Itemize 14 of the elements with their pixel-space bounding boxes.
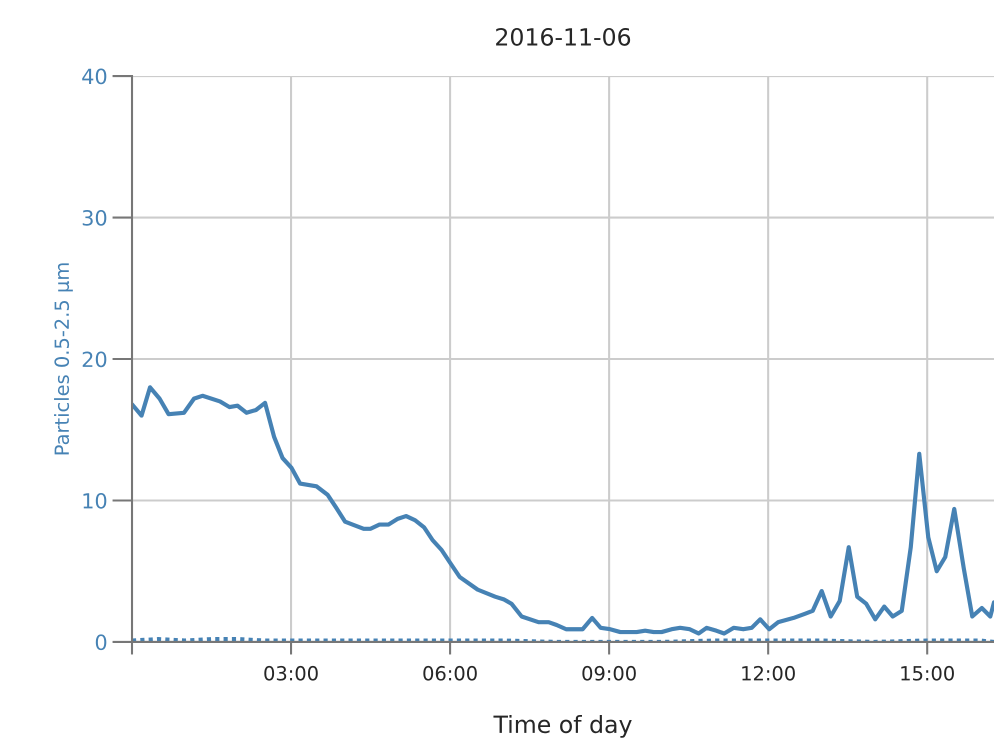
- line-series: [132, 385, 994, 636]
- x-tick-label: 03:00: [264, 666, 318, 681]
- y-tick-label: 30: [82, 210, 106, 226]
- x-tick-label: 09:00: [582, 666, 636, 681]
- x-tick-label: 12:00: [742, 666, 795, 681]
- y-tick-label: 40: [82, 68, 106, 84]
- chart-title: 2016-11-06: [496, 28, 630, 46]
- x-tick-label: 06:00: [423, 666, 477, 681]
- x-tick-label: 15:00: [901, 666, 954, 681]
- y-tick-label: 20: [82, 351, 106, 368]
- y-tick-label: 10: [83, 492, 106, 509]
- y-axis-title: Particles 0.5-2.5 µm: [54, 263, 73, 454]
- y-tick-label: 0: [96, 634, 106, 650]
- x-axis-title: Time of day: [493, 714, 632, 738]
